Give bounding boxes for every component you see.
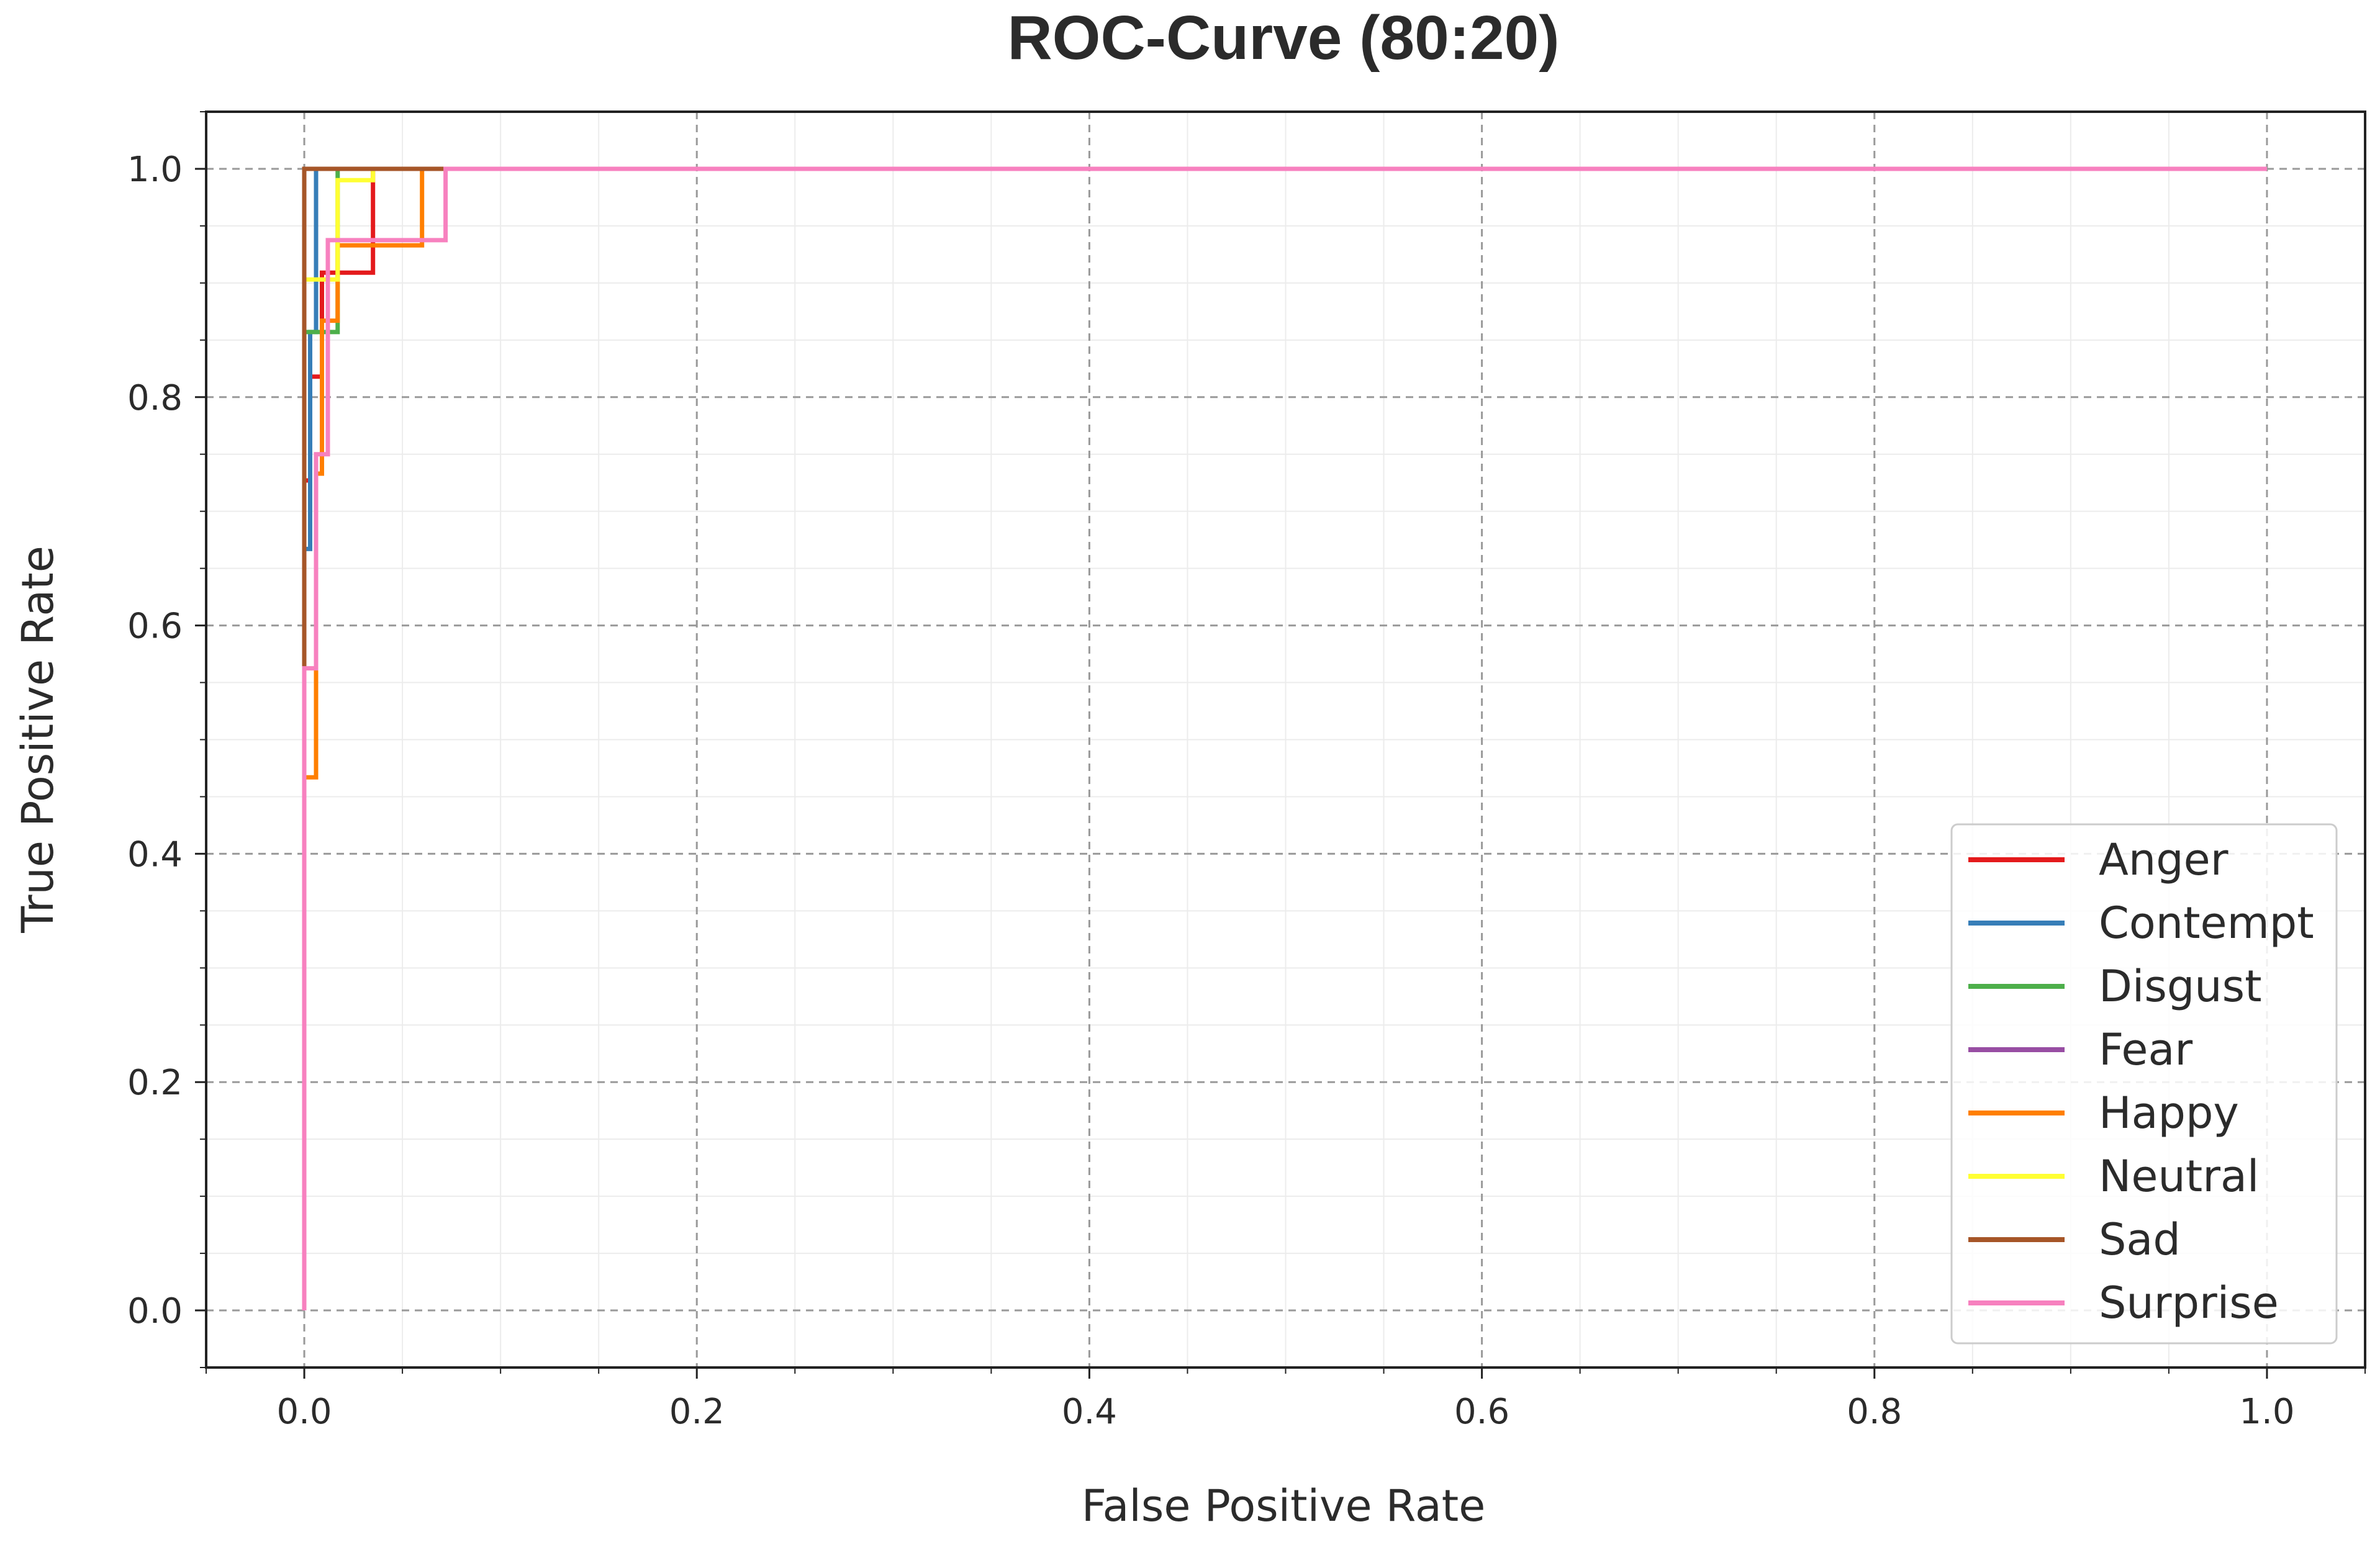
y-tick-label: 1.0 [127,150,183,190]
y-tick-label: 0.2 [127,1063,183,1103]
legend-label-sad: Sad [2099,1214,2181,1265]
x-axis-label: False Positive Rate [1082,1480,1486,1531]
roc-line-surprise [302,166,2267,1310]
y-tick-label: 0.0 [127,1291,183,1331]
legend-label-contempt: Contempt [2099,898,2314,948]
x-tick-label: 0.4 [1062,1392,1117,1432]
roc-line-happy [302,166,2267,1310]
series-layer [302,166,2267,1310]
legend: Anger Contempt Disgust Fear Happy Neutral Sad S… [1950,823,2338,1345]
axis-ticks: 0.0 0.2 0.4 0.6 0.8 1.0 0.0 0.2 0.4 0.6 0.8 1.0 [127,111,2366,1432]
y-tick-label: 0.6 [127,606,183,647]
chart-title: ROC-Curve (80:20) [1007,3,1559,73]
x-tick-label: 0.2 [669,1392,725,1432]
x-tick-label: 1.0 [2239,1392,2294,1432]
y-tick-label: 0.8 [127,378,183,418]
minor-grid [206,111,2366,1368]
legend-label-happy: Happy [2099,1088,2239,1138]
legend-box [1950,823,2338,1345]
legend-label-disgust: Disgust [2099,961,2262,1012]
legend-label-neutral: Neutral [2099,1151,2259,1202]
x-tick-label: 0.8 [1847,1392,1902,1432]
y-axis-label: True Positive Rate [12,546,63,934]
x-tick-label: 0.6 [1454,1392,1509,1432]
x-tick-label: 0.0 [277,1392,332,1432]
legend-label-anger: Anger [2099,834,2228,885]
legend-label-surprise: Surprise [2099,1277,2279,1328]
y-tick-label: 0.4 [127,834,183,875]
legend-label-fear: Fear [2099,1024,2192,1075]
